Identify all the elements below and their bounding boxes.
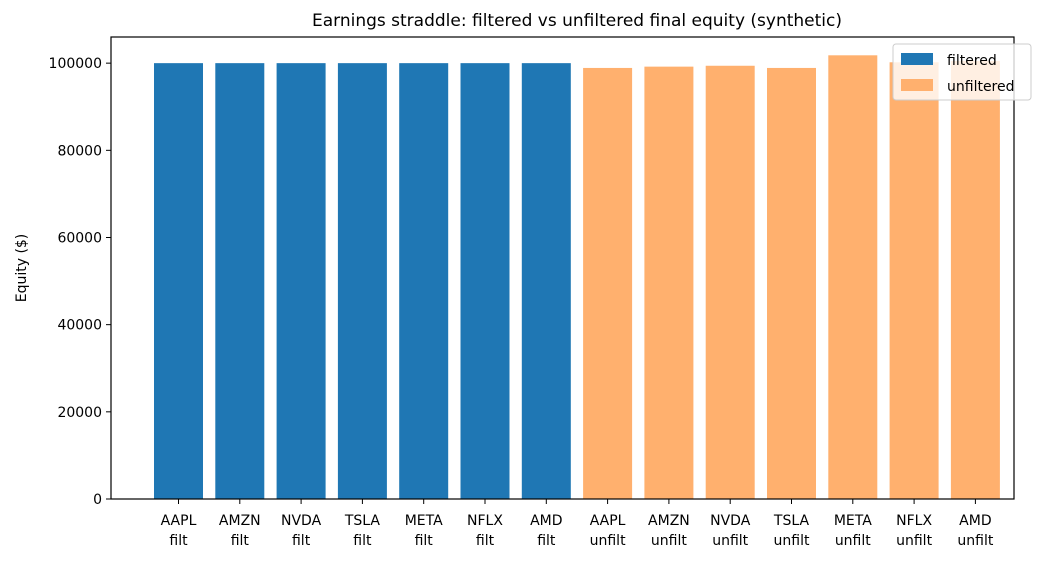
bar-filtered-meta [399, 63, 449, 500]
x-tick-label: NVDA unfilt [710, 513, 751, 549]
chart-title: Earnings straddle: filtered vs unfiltere… [312, 11, 842, 31]
x-tick-label: NVDA filt [281, 513, 322, 549]
legend: filtered unfiltered [892, 43, 1032, 101]
bar-unfiltered-amzn [644, 66, 694, 500]
x-tick-label: TSLA filt [344, 513, 381, 549]
x-tick-label: NFLX unfilt [896, 513, 932, 549]
bars-group [154, 55, 1000, 500]
x-tick-label: AAPL unfilt [590, 513, 626, 549]
bar-filtered-amd [521, 63, 571, 500]
legend-swatch-filtered [901, 53, 933, 65]
plot-frame [110, 36, 1015, 500]
legend-swatch-unfiltered [901, 79, 933, 91]
x-tick-label: META unfilt [834, 513, 872, 549]
legend-label-filtered: filtered [947, 53, 997, 69]
x-tick-label: AMZN unfilt [648, 513, 690, 549]
bar-filtered-aapl [154, 63, 203, 500]
bar-unfiltered-amd [950, 60, 1000, 499]
y-ticks-group: 0 20000 40000 60000 80000 100000 [49, 56, 111, 508]
x-tick-label: META filt [405, 513, 443, 549]
y-tick-label: 80000 [57, 143, 102, 159]
bar-unfiltered-tsla [767, 67, 816, 499]
x-tick-label: AMD unfilt [957, 513, 993, 549]
y-tick-label: 60000 [57, 230, 102, 246]
x-tick-label: AMD filt [530, 513, 562, 549]
bar-unfiltered-meta [828, 55, 878, 499]
y-tick-label: 40000 [57, 318, 102, 334]
y-tick-label: 100000 [49, 56, 102, 72]
bar-unfiltered-nflx [889, 62, 939, 500]
bar-unfiltered-nvda [705, 65, 755, 499]
y-axis-label: Equity ($) [14, 234, 30, 303]
bar-filtered-tsla [337, 63, 387, 500]
legend-label-unfiltered: unfiltered [947, 79, 1015, 95]
x-tick-label: AMZN filt [219, 513, 261, 549]
bar-unfiltered-aapl [583, 67, 633, 499]
y-tick-label: 20000 [57, 405, 102, 421]
bar-filtered-nflx [460, 63, 510, 500]
bar-filtered-amzn [215, 63, 265, 500]
x-ticks-group: AAPL filt AMZN filt NVDA filt TSLA filt META filt… [161, 499, 994, 549]
x-tick-label: AAPL filt [161, 513, 197, 549]
y-tick-label: 0 [93, 492, 102, 508]
x-tick-label: NFLX filt [467, 513, 503, 549]
x-tick-label: TSLA unfilt [773, 513, 810, 549]
bar-filtered-nvda [276, 63, 326, 500]
